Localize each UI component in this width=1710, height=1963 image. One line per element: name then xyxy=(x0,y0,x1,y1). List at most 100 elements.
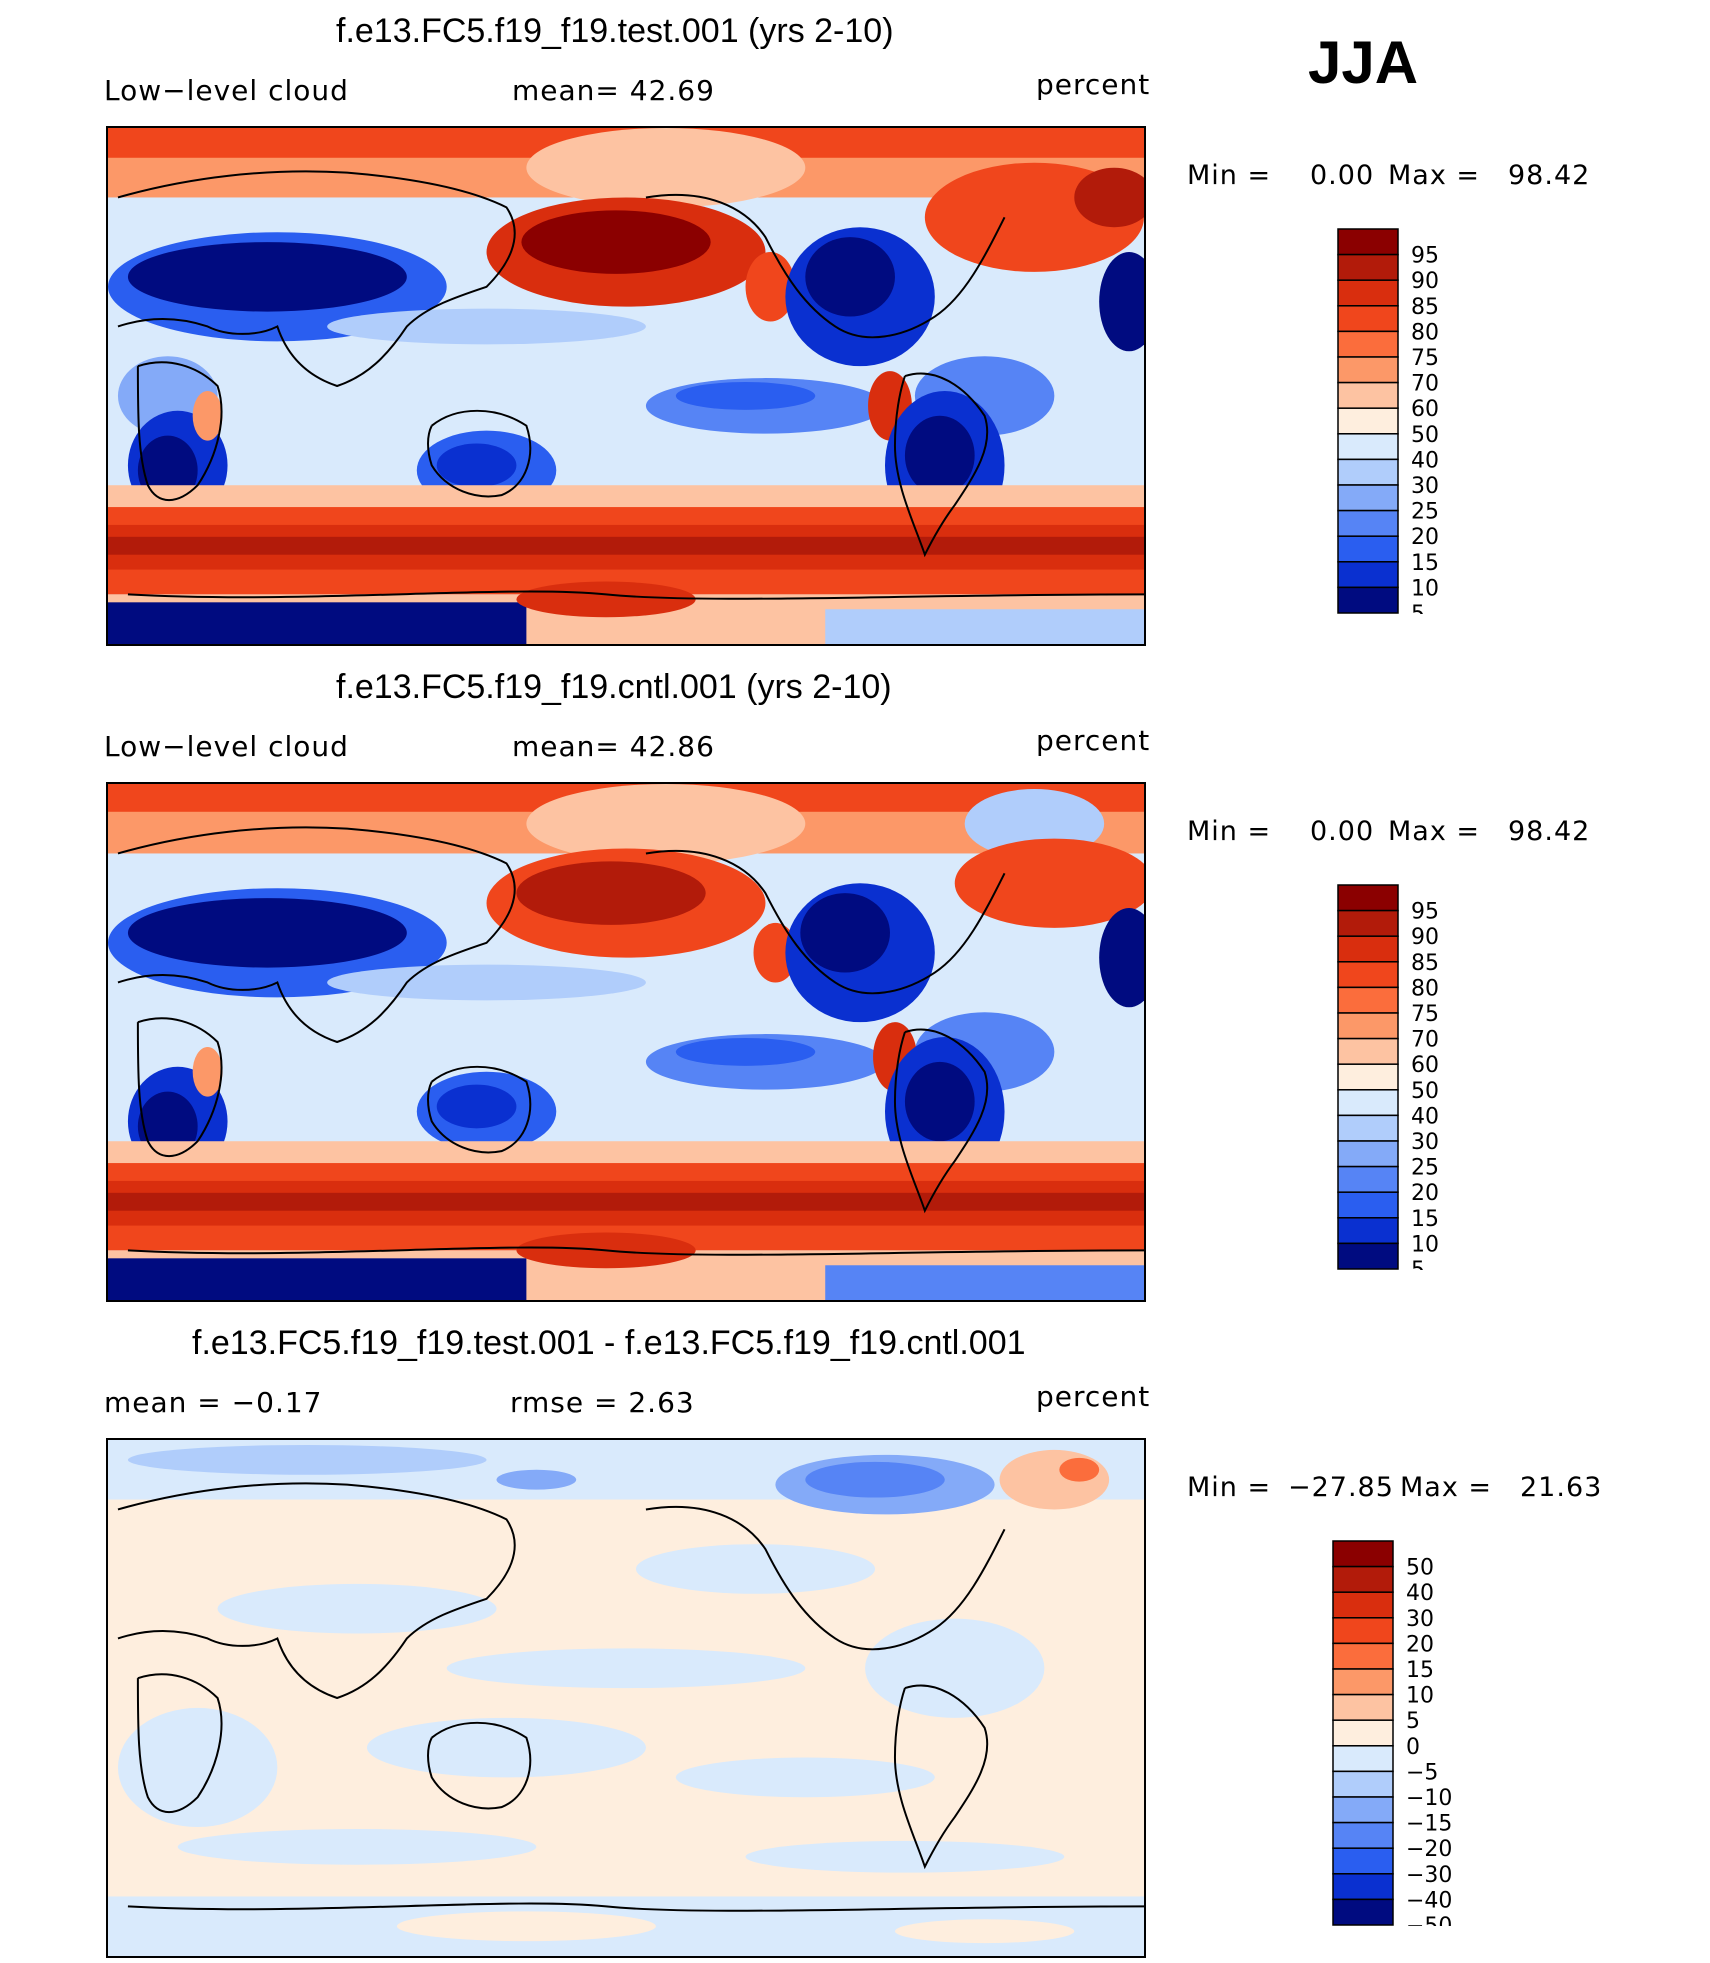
colorbar-swatch xyxy=(1337,253,1399,281)
colorbar-level-label: 15 xyxy=(1406,1658,1434,1683)
panel-1-colorbar: 95908580757060504030252015105 xyxy=(1337,228,1477,614)
colorbar-swatch xyxy=(1337,1191,1399,1219)
colorbar-level-label: 15 xyxy=(1411,551,1439,576)
panel-3-min-label: Min = xyxy=(1187,1472,1272,1503)
colorbar-swatch xyxy=(1337,1242,1399,1270)
colorbar-level-label: −15 xyxy=(1406,1812,1452,1837)
colorbar-swatch xyxy=(1332,1719,1394,1747)
colorbar-swatch xyxy=(1332,1847,1394,1875)
colorbar-level-label: −10 xyxy=(1406,1786,1452,1811)
colorbar-level-label: 20 xyxy=(1411,525,1439,550)
panel-3-mean-label: mean = −0.17 xyxy=(104,1386,323,1419)
colorbar-level-label: 30 xyxy=(1406,1607,1434,1632)
panel-1-min-label: Min = xyxy=(1187,160,1272,191)
colorbar-level-label: 85 xyxy=(1411,951,1439,976)
colorbar-level-label: 5 xyxy=(1411,602,1425,614)
colorbar-swatch xyxy=(1332,1745,1394,1773)
panel-2-map-field xyxy=(108,784,1144,1300)
colorbar-swatch xyxy=(1337,228,1399,256)
colorbar-level-label: 5 xyxy=(1411,1258,1425,1270)
colorbar-swatch xyxy=(1332,1668,1394,1696)
panel-1-left-label: Low−level cloud xyxy=(104,74,349,107)
colorbar-level-label: 70 xyxy=(1411,1028,1439,1053)
panel-2-title: f.e13.FC5.f19_f19.cntl.001 (yrs 2-10) xyxy=(336,668,892,706)
colorbar-swatch xyxy=(1337,305,1399,333)
colorbar-swatch xyxy=(1337,1217,1399,1245)
colorbar-swatch xyxy=(1337,1140,1399,1168)
colorbar-level-label: 90 xyxy=(1411,269,1439,294)
colorbar-swatch xyxy=(1337,986,1399,1014)
colorbar-level-label: 80 xyxy=(1411,320,1439,345)
colorbar-level-label: 50 xyxy=(1406,1556,1434,1581)
colorbar-level-label: 5 xyxy=(1406,1709,1420,1734)
colorbar-level-label: 40 xyxy=(1411,448,1439,473)
colorbar-level-label: 75 xyxy=(1411,1002,1439,1027)
panel-3-map xyxy=(106,1438,1146,1958)
colorbar-swatch xyxy=(1337,561,1399,589)
colorbar-swatch xyxy=(1337,381,1399,409)
season-label: JJA xyxy=(1308,29,1419,96)
colorbar-swatch xyxy=(1337,458,1399,486)
panel-1-map-field xyxy=(108,128,1144,644)
colorbar-level-label: 80 xyxy=(1411,976,1439,1001)
colorbar-swatch xyxy=(1332,1591,1394,1619)
colorbar-level-label: 10 xyxy=(1411,576,1439,601)
panel-1-title: f.e13.FC5.f19_f19.test.001 (yrs 2-10) xyxy=(336,12,894,50)
colorbar-swatch xyxy=(1337,535,1399,563)
colorbar-swatch xyxy=(1337,1063,1399,1091)
colorbar-level-label: 90 xyxy=(1411,925,1439,950)
colorbar-swatch xyxy=(1337,1037,1399,1065)
colorbar-swatch xyxy=(1337,509,1399,537)
colorbar-swatch xyxy=(1337,484,1399,512)
colorbar-swatch xyxy=(1332,1873,1394,1901)
colorbar-swatch xyxy=(1337,433,1399,461)
colorbar-level-label: 50 xyxy=(1411,423,1439,448)
colorbar-level-label: 0 xyxy=(1406,1735,1420,1760)
colorbar-swatch xyxy=(1332,1540,1394,1568)
colorbar-level-label: 30 xyxy=(1411,1130,1439,1155)
panel-1-max-label: Max = xyxy=(1388,160,1481,191)
colorbar-swatch xyxy=(1337,330,1399,358)
colorbar-swatch xyxy=(1332,1898,1394,1926)
colorbar-level-label: 25 xyxy=(1411,1156,1439,1181)
colorbar-swatch xyxy=(1332,1796,1394,1824)
colorbar-level-label: 10 xyxy=(1411,1232,1439,1257)
panel-2-left-label: Low−level cloud xyxy=(104,730,349,763)
colorbar-swatch xyxy=(1337,909,1399,937)
colorbar-level-label: −5 xyxy=(1406,1760,1438,1785)
colorbar-swatch xyxy=(1332,1693,1394,1721)
colorbar-level-label: 40 xyxy=(1406,1581,1434,1606)
colorbar-level-label: 20 xyxy=(1411,1181,1439,1206)
colorbar-swatch xyxy=(1337,279,1399,307)
colorbar-level-label: 20 xyxy=(1406,1632,1434,1657)
panel-1-units: percent xyxy=(1036,68,1151,101)
colorbar-svg: 95908580757060504030252015105 xyxy=(1337,228,1439,614)
colorbar-swatch xyxy=(1337,1165,1399,1193)
colorbar-swatch xyxy=(1332,1617,1394,1645)
colorbar-level-label: 95 xyxy=(1411,900,1439,925)
panel-3-units: percent xyxy=(1036,1380,1151,1413)
panel-2-min-value: 0.00 xyxy=(1310,816,1375,847)
panel-2-colorbar: 95908580757060504030252015105 xyxy=(1337,884,1477,1270)
panel-2-units: percent xyxy=(1036,724,1151,757)
colorbar-swatch xyxy=(1337,407,1399,435)
colorbar-swatch xyxy=(1332,1770,1394,1798)
colorbar-level-label: 50 xyxy=(1411,1079,1439,1104)
colorbar-swatch xyxy=(1332,1642,1394,1670)
panel-3-map-field xyxy=(108,1440,1144,1956)
panel-1-mean-label: mean= 42.69 xyxy=(512,74,715,107)
colorbar-swatch xyxy=(1337,586,1399,614)
colorbar-level-label: 30 xyxy=(1411,474,1439,499)
colorbar-level-label: −40 xyxy=(1406,1888,1452,1913)
colorbar-swatch xyxy=(1337,935,1399,963)
colorbar-level-label: −50 xyxy=(1406,1914,1452,1926)
panel-3-title: f.e13.FC5.f19_f19.test.001 - f.e13.FC5.f… xyxy=(192,1324,1026,1362)
colorbar-swatch xyxy=(1337,884,1399,912)
colorbar-level-label: −30 xyxy=(1406,1863,1452,1888)
panel-2-max-label: Max = xyxy=(1388,816,1481,847)
colorbar-swatch xyxy=(1332,1565,1394,1593)
colorbar-swatch xyxy=(1337,356,1399,384)
colorbar-svg: 95908580757060504030252015105 xyxy=(1337,884,1439,1270)
colorbar-level-label: 70 xyxy=(1411,372,1439,397)
